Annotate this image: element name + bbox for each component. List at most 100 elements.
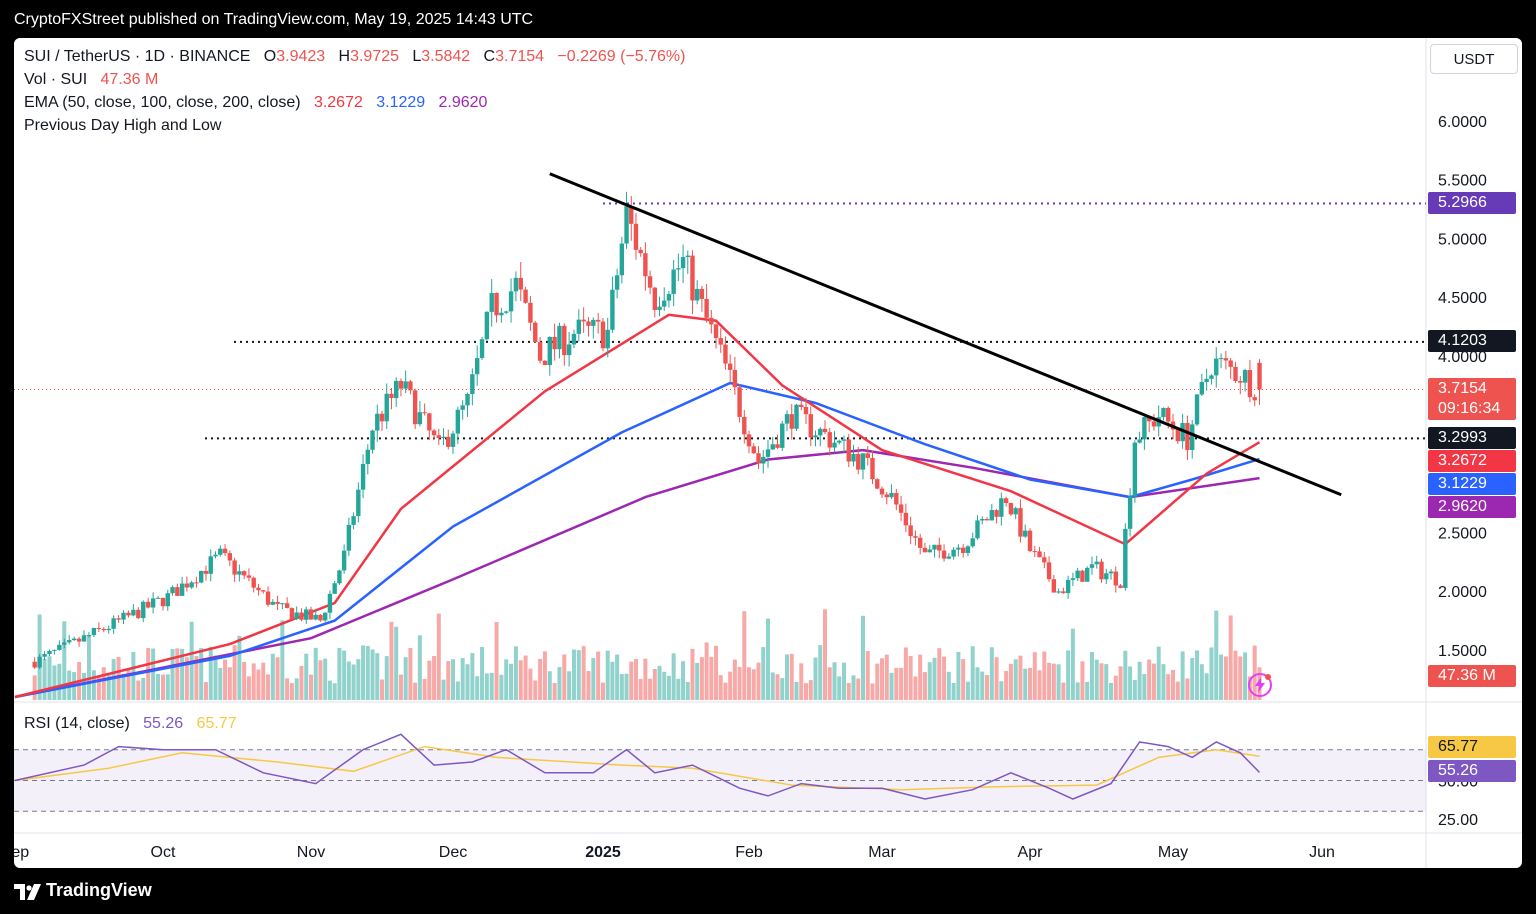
candle-body[interactable] [865, 453, 870, 458]
candle-body[interactable] [713, 324, 719, 339]
candle-body[interactable] [980, 518, 985, 521]
candle-body[interactable] [1233, 366, 1238, 382]
candle-body[interactable] [946, 556, 952, 559]
candle-body[interactable] [403, 381, 408, 389]
candle-body[interactable] [394, 380, 399, 399]
candle-body[interactable] [1161, 407, 1166, 418]
candle-body[interactable] [1104, 573, 1109, 580]
candle-body[interactable] [803, 406, 809, 415]
candle-body[interactable] [780, 423, 785, 448]
candle-body[interactable] [232, 560, 237, 575]
candle-body[interactable] [624, 206, 629, 244]
candle-body[interactable] [1056, 591, 1061, 593]
candle-body[interactable] [218, 548, 223, 555]
candle-body[interactable] [808, 414, 813, 438]
candle-body[interactable] [1080, 570, 1085, 582]
candle-body[interactable] [1146, 417, 1152, 422]
candle-body[interactable] [1075, 570, 1080, 579]
candle-body[interactable] [356, 489, 361, 517]
candle-body[interactable] [313, 614, 318, 620]
candle-body[interactable] [1242, 370, 1248, 383]
candle-body[interactable] [81, 635, 87, 642]
candle-body[interactable] [256, 587, 261, 591]
candle-body[interactable] [32, 661, 37, 668]
candle-body[interactable] [91, 628, 97, 636]
candle-body[interactable] [52, 649, 57, 651]
candle-body[interactable] [908, 525, 913, 537]
candle-body[interactable] [547, 336, 552, 366]
chart-canvas[interactable]: 6.0000 5.5000 5.0000 4.5000 4.0000 2.5000 2.00… [14, 38, 1522, 868]
candle-body[interactable] [1108, 571, 1114, 574]
candle-body[interactable] [106, 628, 111, 631]
candle-body[interactable] [870, 457, 875, 480]
candle-body[interactable] [470, 374, 475, 395]
candle-body[interactable] [76, 638, 82, 642]
candle-body[interactable] [360, 463, 366, 490]
candle-body[interactable] [150, 598, 156, 608]
candle-body[interactable] [742, 416, 747, 435]
candle-body[interactable] [518, 277, 523, 290]
candle-body[interactable] [666, 294, 672, 301]
candle-body[interactable] [1099, 561, 1104, 580]
candle-body[interactable] [436, 435, 441, 439]
trendline[interactable] [549, 172, 1342, 497]
volume-label[interactable]: Vol · SUI [24, 71, 88, 88]
candle-body[interactable] [960, 547, 966, 554]
candle-body[interactable] [246, 575, 252, 578]
candle-body[interactable] [412, 390, 418, 425]
candle-body[interactable] [489, 292, 494, 312]
candle-body[interactable] [96, 628, 102, 630]
candle-body[interactable] [657, 306, 662, 310]
candle-body[interactable] [384, 393, 389, 422]
candle-body[interactable] [860, 453, 866, 470]
candle-body[interactable] [956, 547, 961, 550]
candle-body[interactable] [184, 583, 190, 588]
candle-body[interactable] [1199, 382, 1205, 395]
candle-body[interactable] [975, 520, 980, 539]
candle-body[interactable] [513, 277, 519, 292]
candle-body[interactable] [508, 291, 514, 312]
candle-body[interactable] [280, 603, 285, 605]
candle-body[interactable] [351, 516, 356, 525]
candle-body[interactable] [965, 546, 971, 554]
candle-body[interactable] [71, 638, 77, 641]
candle-body[interactable] [327, 593, 333, 613]
candle-body[interactable] [446, 436, 451, 447]
candle-body[interactable] [141, 601, 146, 619]
candle-body[interactable] [723, 344, 728, 364]
candle-body[interactable] [455, 409, 461, 434]
candle-body[interactable] [1185, 422, 1190, 451]
candle-body[interactable] [170, 587, 175, 594]
candle-body[interactable] [638, 249, 643, 254]
candle-body[interactable] [408, 381, 413, 391]
candle-body[interactable] [427, 413, 432, 431]
candle-body[interactable] [875, 479, 880, 489]
candle-body[interactable] [294, 612, 299, 620]
candle-body[interactable] [566, 344, 572, 356]
candle-body[interactable] [841, 439, 847, 441]
candle-body[interactable] [737, 387, 742, 417]
candle-body[interactable] [1123, 528, 1128, 588]
candle-body[interactable] [460, 405, 465, 410]
candle-body[interactable] [270, 601, 276, 605]
candle-body[interactable] [389, 393, 394, 399]
candle-body[interactable] [165, 593, 170, 607]
candle-body[interactable] [1003, 498, 1009, 504]
candle-body[interactable] [67, 640, 72, 643]
candle-body[interactable] [484, 311, 490, 340]
candle-body[interactable] [586, 321, 591, 326]
candle-body[interactable] [1023, 530, 1028, 537]
candle-body[interactable] [450, 433, 456, 447]
candle-body[interactable] [770, 444, 775, 450]
ema100-line[interactable] [14, 381, 1260, 699]
candle-body[interactable] [284, 603, 290, 609]
candle-body[interactable] [704, 298, 709, 318]
candle-body[interactable] [619, 243, 625, 276]
candle-body[interactable] [1018, 508, 1023, 537]
candle-body[interactable] [542, 360, 548, 366]
candle-body[interactable] [494, 292, 499, 316]
candle-body[interactable] [1142, 417, 1147, 440]
candle-body[interactable] [504, 311, 509, 313]
pdhl-label[interactable]: Previous Day High and Low [24, 117, 222, 134]
candle-body[interactable] [718, 338, 723, 345]
